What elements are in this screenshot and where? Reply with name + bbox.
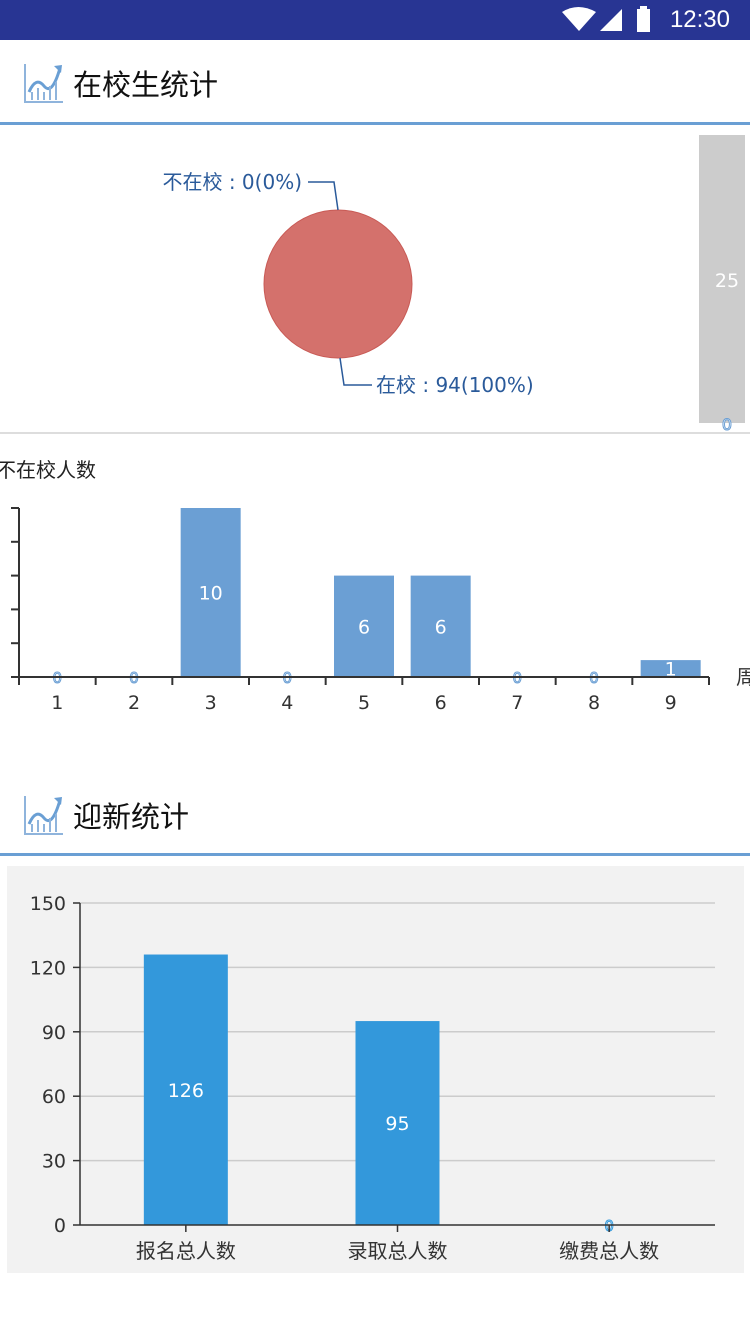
battery-icon: [637, 9, 650, 32]
x-tick-label: 8: [588, 692, 600, 714]
section-title: 在校生统计: [73, 68, 219, 102]
bar: [180, 508, 241, 677]
side-bar-value: 25: [715, 270, 739, 292]
y-tick-label: 0: [54, 1215, 66, 1237]
divider: [0, 853, 750, 856]
divider: [0, 122, 750, 125]
section-title: 迎新统计: [73, 800, 190, 834]
y-tick-label: 150: [30, 893, 66, 915]
bar: [640, 660, 701, 677]
chart-trend-icon: [24, 64, 63, 103]
status-bar: 12:30: [0, 0, 750, 40]
status-icons: [562, 6, 650, 32]
x-tick-label: 1: [51, 692, 63, 714]
x-tick-label: 报名总人数: [136, 1239, 236, 1263]
y-axis-label: 不在校人数: [0, 458, 96, 482]
x-tick-label: 7: [511, 692, 523, 714]
chart-trend-icon: [24, 796, 63, 835]
section-header-enrollment: 迎新统计: [0, 772, 750, 854]
x-tick-label: 6: [435, 692, 447, 714]
divider: [0, 432, 750, 434]
y-tick-label: 60: [42, 1086, 66, 1108]
pie-slice-in-school: [263, 209, 413, 359]
wifi-icon: [562, 7, 596, 31]
bar: [410, 575, 471, 677]
pie-label-out: 不在校 : 0(0%): [162, 170, 302, 194]
bar-value-label: 126: [168, 1080, 204, 1102]
clock: 12:30: [669, 6, 730, 33]
enrollment-bar-chart: 0306090120150126报名总人数95录取总人数0缴费总人数: [7, 866, 744, 1273]
bar-value-label: 10: [199, 583, 223, 605]
signal-icon: [600, 9, 622, 31]
x-tick-label: 缴费总人数: [559, 1239, 659, 1263]
x-tick-label: 录取总人数: [348, 1239, 448, 1263]
leader-line-out: [308, 181, 339, 211]
x-axis-label: 周: [736, 665, 750, 689]
bar: [355, 1021, 440, 1225]
bar: [334, 575, 394, 677]
side-bar-zero: 0: [722, 415, 732, 434]
y-tick-label: 30: [42, 1151, 66, 1173]
bar-value-label: 1: [665, 659, 677, 681]
section-header-students: 在校生统计: [0, 40, 750, 122]
pie-chart: 不在校 : 0(0%) 在校 : 94(100%) 25 0: [162, 135, 745, 435]
bar-value-label: 6: [358, 616, 370, 638]
absent-bar-chart: 不在校人数 周 0102103046566070819: [0, 458, 750, 714]
x-tick-label: 4: [281, 692, 293, 714]
pie-label-in: 在校 : 94(100%): [376, 373, 534, 397]
x-tick-label: 3: [205, 692, 217, 714]
bar-value-label: 6: [435, 616, 447, 638]
bar-value-label: 95: [385, 1113, 409, 1135]
leader-line-in: [339, 357, 372, 386]
x-tick-label: 9: [665, 692, 677, 714]
x-tick-label: 2: [128, 692, 140, 714]
bar: [143, 954, 228, 1225]
y-tick-label: 90: [42, 1022, 66, 1044]
x-tick-label: 5: [358, 692, 370, 714]
side-bar: [699, 135, 745, 423]
y-tick-label: 120: [30, 957, 66, 979]
